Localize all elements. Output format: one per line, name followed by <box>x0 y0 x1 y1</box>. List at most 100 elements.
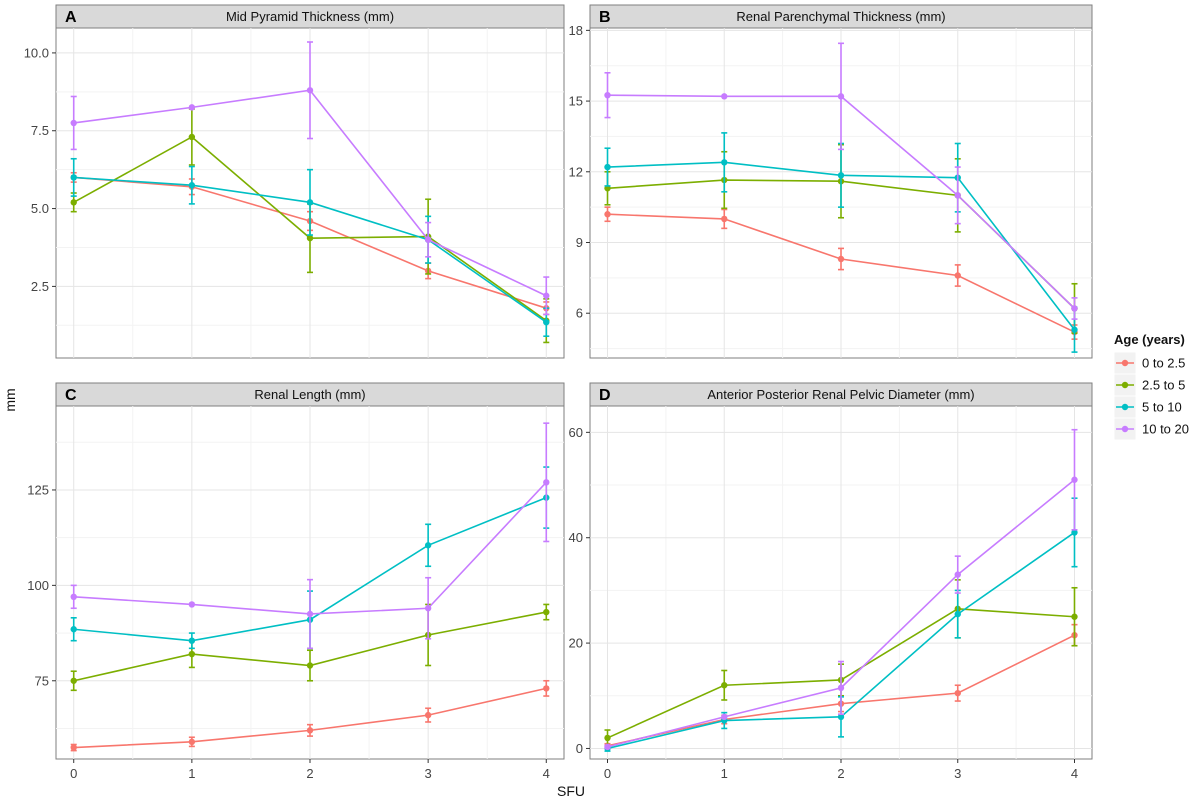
series-10-to-20 <box>70 422 550 650</box>
data-point <box>188 738 196 746</box>
x-tick-label: 2 <box>837 766 844 781</box>
legend-label: 5 to 10 <box>1142 400 1182 415</box>
legend-label: 10 to 20 <box>1142 422 1189 437</box>
legend-label: 2.5 to 5 <box>1142 378 1185 393</box>
series-5-to-10 <box>604 132 1078 353</box>
data-point <box>721 682 728 689</box>
y-tick-label: 100 <box>27 578 49 593</box>
x-tick-label: 2 <box>306 766 313 781</box>
data-point <box>70 119 77 127</box>
data-point <box>954 272 961 279</box>
data-point <box>70 626 77 633</box>
data-point <box>188 133 196 141</box>
x-tick-label: 1 <box>721 766 728 781</box>
data-point <box>188 650 196 658</box>
y-tick-label: 6 <box>576 306 583 321</box>
data-point <box>604 734 611 742</box>
y-tick-label: 12 <box>569 164 583 179</box>
y-tick-label: 0 <box>576 741 583 756</box>
data-point <box>954 571 961 578</box>
data-point <box>1071 305 1078 312</box>
data-point <box>954 192 961 199</box>
legend-item: 10 to 20 <box>1113 417 1189 441</box>
legend-key-point <box>1121 381 1129 389</box>
data-point <box>721 159 728 166</box>
data-point <box>1071 326 1078 333</box>
data-point <box>604 91 611 99</box>
data-point <box>70 744 77 751</box>
data-point <box>543 608 550 616</box>
y-tick-label: 5.0 <box>31 201 49 216</box>
data-point <box>70 174 77 181</box>
panel-b: Renal Parenchymal Thickness (mm) B 6 9 12 15 1… <box>569 4 1093 359</box>
data-point <box>70 199 77 206</box>
data-point <box>604 163 611 171</box>
y-tick-label: 18 <box>569 23 583 38</box>
data-point <box>70 677 77 684</box>
data-point <box>604 211 611 218</box>
legend-key-point <box>1121 403 1129 411</box>
x-tick-label: 1 <box>188 766 195 781</box>
y-tick-label: 60 <box>569 425 583 440</box>
y-tick-label: 20 <box>569 636 583 651</box>
y-tick-label: 40 <box>569 530 583 545</box>
panel-title: Renal Parenchymal Thickness (mm) <box>736 9 945 24</box>
series-10-to-20 <box>604 42 1078 320</box>
data-point <box>837 172 845 179</box>
panels-layer: Mid Pyramid Thickness (mm) A 2.5 5.0 7.5 10.0… <box>24 4 1093 781</box>
x-tick-label: 0 <box>604 766 611 781</box>
x-axis-title: SFU <box>557 783 585 799</box>
y-tick-label: 7.5 <box>31 123 49 138</box>
data-point <box>837 713 845 721</box>
panel-letter: B <box>599 9 611 26</box>
panel-letter: A <box>65 9 77 26</box>
panel-title: Mid Pyramid Thickness (mm) <box>226 9 394 24</box>
data-point <box>306 662 314 669</box>
x-tick-label: 3 <box>954 766 961 781</box>
legend-item: 0 to 2.5 <box>1113 351 1185 375</box>
x-tick-label: 0 <box>70 766 77 781</box>
data-point <box>188 637 196 644</box>
legend-label: 0 to 2.5 <box>1142 356 1185 371</box>
data-point <box>1071 476 1078 483</box>
legend-items: 0 to 2.5 2.5 to 5 5 to 10 10 to 20 <box>1113 351 1189 441</box>
y-tick-label: 75 <box>35 673 49 688</box>
data-point <box>837 93 845 100</box>
data-point <box>837 255 845 263</box>
data-point <box>424 711 432 719</box>
data-point <box>721 215 728 223</box>
data-point <box>306 727 314 734</box>
data-point <box>837 684 845 692</box>
data-point <box>604 743 611 751</box>
data-point <box>543 292 550 299</box>
data-point <box>306 199 314 206</box>
y-axis-title: mm <box>2 388 18 411</box>
data-point <box>424 605 432 612</box>
data-point <box>306 610 314 618</box>
panel-d: Anterior Posterior Renal Pelvic Diameter… <box>569 382 1093 781</box>
panel-letter: C <box>65 387 77 404</box>
data-point <box>1071 613 1078 620</box>
legend-key-point <box>1121 359 1129 367</box>
x-tick-label: 4 <box>1071 766 1078 781</box>
y-tick-label: 125 <box>27 482 49 497</box>
data-point <box>721 93 728 100</box>
data-point <box>721 713 728 721</box>
data-point <box>543 479 550 486</box>
series-0-to-2_5 <box>70 679 550 752</box>
data-point <box>424 236 432 243</box>
legend-title: Age (years) <box>1114 332 1185 347</box>
data-point <box>188 601 196 608</box>
data-point <box>954 610 961 618</box>
data-point <box>543 318 550 326</box>
y-tick-label: 10.0 <box>24 45 49 60</box>
data-point <box>188 104 196 111</box>
x-tick-label: 3 <box>425 766 432 781</box>
data-point <box>306 87 314 94</box>
y-tick-label: 2.5 <box>31 279 49 294</box>
legend: Age (years) 0 to 2.5 2.5 to 5 5 to 10 10 to… <box>1113 332 1189 441</box>
data-point <box>70 593 77 601</box>
data-point <box>188 182 196 189</box>
panel-letter: D <box>599 387 611 404</box>
